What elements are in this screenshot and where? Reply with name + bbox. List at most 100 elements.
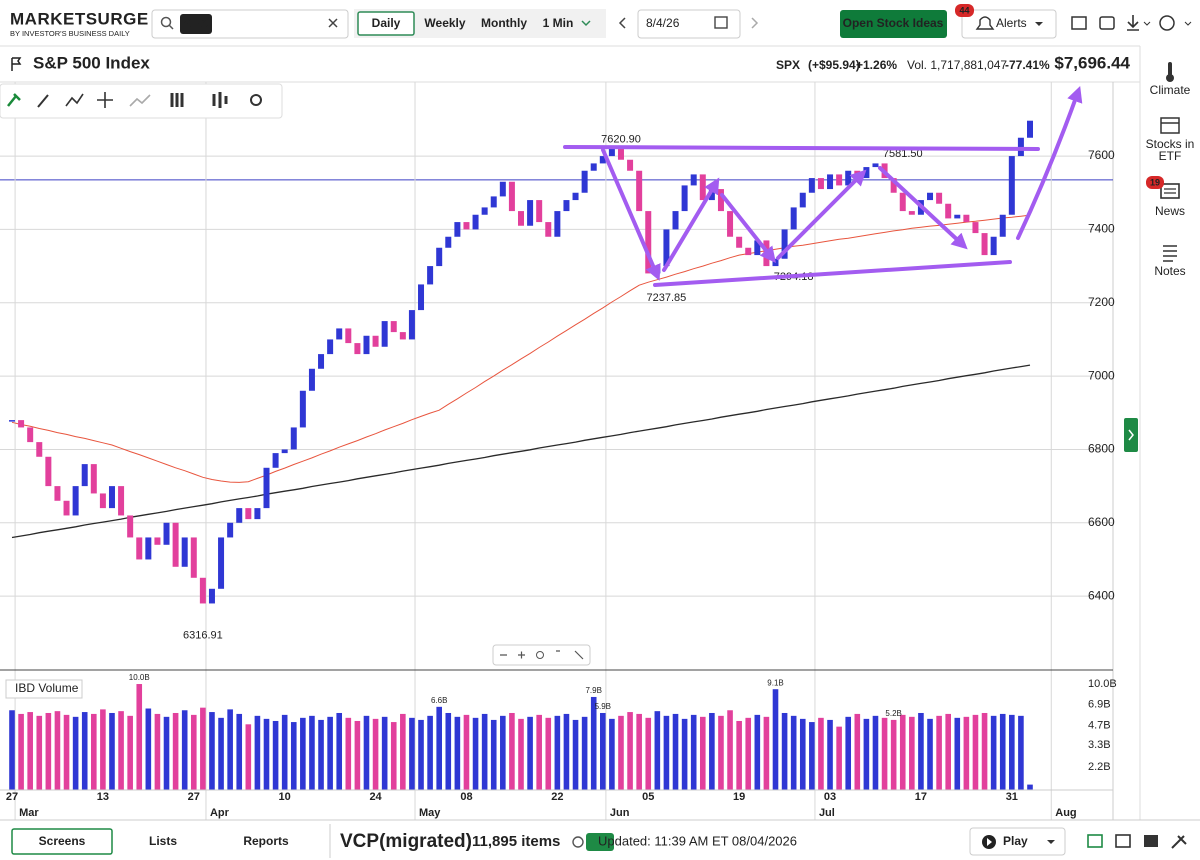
candle bbox=[1027, 120, 1033, 138]
layout-icon[interactable] bbox=[1144, 835, 1158, 847]
candle bbox=[136, 537, 143, 560]
news-icon[interactable] bbox=[1160, 183, 1180, 199]
candle bbox=[63, 500, 70, 516]
symbol-pill bbox=[180, 14, 212, 34]
next-date[interactable] bbox=[751, 17, 759, 29]
index-name: S&P 500 Index bbox=[33, 53, 150, 72]
climate-label[interactable]: Climate bbox=[1150, 83, 1191, 97]
download-icon[interactable] bbox=[1127, 15, 1139, 31]
volume-bar bbox=[881, 717, 888, 790]
etf-label[interactable]: Stocks in ETF bbox=[1145, 137, 1195, 163]
layout-icon[interactable] bbox=[1115, 834, 1131, 848]
settings-icon[interactable] bbox=[250, 94, 262, 106]
x-tick-label: 27 bbox=[188, 791, 200, 803]
volume-bar bbox=[481, 713, 488, 790]
zoom-icon[interactable] bbox=[536, 651, 544, 659]
candle bbox=[508, 181, 515, 212]
candle bbox=[899, 192, 906, 212]
volume-title-box bbox=[5, 679, 83, 699]
volume-bar bbox=[218, 717, 224, 790]
expand-tab[interactable] bbox=[1124, 418, 1138, 452]
volume-label: 5.9B bbox=[595, 702, 611, 711]
zoom-controls bbox=[492, 644, 591, 666]
tool-icon[interactable] bbox=[97, 92, 113, 108]
play-button[interactable] bbox=[969, 827, 1066, 856]
period-tab[interactable]: Monthly bbox=[481, 16, 527, 30]
logo: MARKETSURGE bbox=[10, 9, 149, 28]
zoom-icon[interactable] bbox=[500, 650, 584, 660]
search-icon bbox=[160, 16, 172, 28]
tool-icon[interactable] bbox=[170, 93, 184, 107]
alerts-badge: 44 bbox=[959, 5, 969, 15]
news-label[interactable]: News bbox=[1155, 204, 1185, 218]
volume-bar bbox=[236, 713, 243, 790]
volume-bar bbox=[854, 713, 861, 790]
volume-bar bbox=[827, 719, 833, 790]
volume-label: 10.0B bbox=[129, 673, 150, 682]
candle bbox=[118, 486, 125, 516]
volume-bar bbox=[981, 712, 988, 790]
volume-bar bbox=[818, 717, 824, 790]
volume-bar bbox=[72, 716, 79, 790]
prev-date[interactable] bbox=[618, 17, 626, 29]
etf-icon[interactable] bbox=[1160, 117, 1180, 134]
volume-bar bbox=[390, 722, 397, 790]
candle bbox=[790, 207, 797, 230]
notes-icon[interactable] bbox=[1163, 245, 1177, 262]
volume-layer bbox=[9, 684, 1033, 790]
date: 8/4/26 bbox=[646, 16, 680, 30]
volume-tick-label: 10.0B bbox=[1088, 678, 1117, 690]
climate-icon[interactable] bbox=[1168, 62, 1172, 76]
volume-label: 9.1B bbox=[767, 678, 783, 687]
candle bbox=[527, 200, 534, 226]
tool-icon[interactable] bbox=[37, 94, 49, 108]
help-icon[interactable] bbox=[1159, 15, 1175, 31]
volume-bar bbox=[290, 722, 297, 790]
candle bbox=[590, 163, 597, 171]
x-tick-label: 08 bbox=[460, 791, 472, 803]
arrow bbox=[601, 148, 661, 281]
candle bbox=[54, 486, 61, 501]
volume-bar bbox=[154, 713, 161, 790]
footer-tab[interactable]: Screens bbox=[39, 834, 86, 848]
arrow bbox=[720, 193, 776, 264]
ideas-button[interactable] bbox=[840, 10, 947, 38]
tool-icon[interactable] bbox=[7, 93, 21, 107]
refresh-icon[interactable] bbox=[572, 836, 584, 848]
volume-bar bbox=[1018, 715, 1024, 790]
x-tick-label: 17 bbox=[915, 791, 927, 803]
grid-icon[interactable] bbox=[586, 833, 614, 851]
volume-bar bbox=[809, 722, 815, 790]
candle bbox=[381, 321, 388, 347]
period-tab[interactable]: Weekly bbox=[424, 16, 465, 30]
tool-icon[interactable] bbox=[129, 94, 151, 107]
period-tab[interactable]: Daily bbox=[372, 16, 401, 30]
period-active[interactable] bbox=[357, 11, 415, 36]
clear-icon[interactable] bbox=[328, 18, 338, 28]
candle bbox=[154, 537, 161, 545]
notes-label[interactable]: Notes bbox=[1154, 264, 1185, 278]
tab-active[interactable] bbox=[11, 828, 113, 855]
period-tab[interactable]: 1 Min bbox=[543, 16, 574, 30]
footer-tab[interactable]: Lists bbox=[149, 834, 177, 848]
volume-bar bbox=[400, 713, 406, 790]
tools-icon[interactable] bbox=[1171, 835, 1187, 849]
tool-icon[interactable] bbox=[65, 93, 84, 107]
quote-change-pct: +1.26% bbox=[856, 58, 897, 72]
volume-bar bbox=[672, 713, 679, 790]
volume-bar bbox=[363, 715, 370, 790]
volume-bar bbox=[227, 709, 233, 790]
share-icon[interactable] bbox=[1099, 16, 1115, 30]
volume-bar bbox=[381, 716, 388, 790]
candle bbox=[90, 464, 97, 494]
footer-tab[interactable]: Reports bbox=[243, 834, 289, 848]
flag-icon bbox=[11, 57, 22, 71]
window-icon[interactable] bbox=[1071, 16, 1087, 30]
layout-icon[interactable] bbox=[1087, 834, 1103, 848]
volume-bar bbox=[54, 711, 61, 790]
tool-icon[interactable] bbox=[212, 92, 228, 108]
x-tick-label: 22 bbox=[551, 791, 563, 803]
volume-label: 7.9B bbox=[585, 686, 601, 695]
y-tick-label: 7600 bbox=[1088, 148, 1115, 162]
volume-bar bbox=[972, 714, 979, 790]
